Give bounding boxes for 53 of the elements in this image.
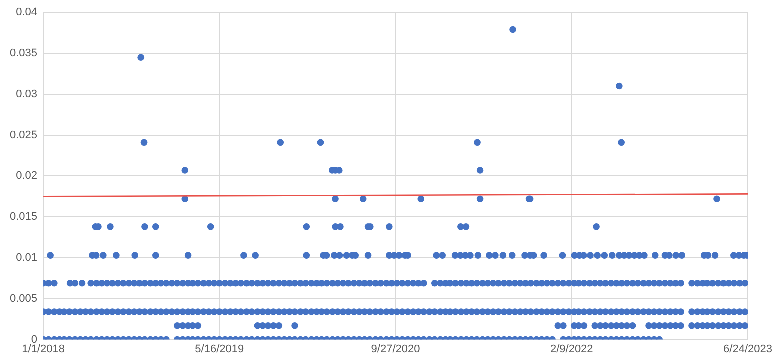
- point: [386, 224, 393, 230]
- point: [277, 139, 284, 146]
- point: [360, 196, 367, 203]
- point: [303, 224, 310, 230]
- point: [292, 322, 298, 330]
- point: [476, 167, 484, 174]
- y-tick-label: 0.01: [16, 252, 38, 264]
- point: [624, 322, 631, 330]
- point: [560, 322, 567, 330]
- y-tick-label: 0.015: [10, 211, 38, 224]
- point: [742, 322, 748, 330]
- point: [418, 196, 425, 203]
- point: [337, 224, 344, 230]
- point: [317, 139, 324, 146]
- point: [474, 139, 481, 146]
- point: [182, 167, 189, 174]
- y-tick-label: 0.03: [16, 88, 38, 100]
- point: [207, 224, 214, 230]
- point: [270, 322, 277, 330]
- point: [276, 322, 283, 330]
- point: [152, 224, 160, 230]
- point: [476, 196, 484, 203]
- point: [709, 322, 716, 330]
- point: [510, 26, 516, 34]
- point: [194, 322, 202, 330]
- y-tick-label: 0.04: [16, 6, 38, 19]
- point: [332, 196, 339, 203]
- point: [138, 54, 144, 61]
- point: [688, 322, 696, 330]
- x-tick-label: 9/27/2020: [371, 343, 420, 356]
- y-tick-label: 0: [31, 334, 38, 346]
- point: [730, 322, 738, 330]
- x-tick-label: 2/9/2022: [550, 343, 594, 356]
- point: [107, 224, 114, 230]
- point: [462, 224, 470, 230]
- y-tick-label: 0.035: [10, 48, 38, 60]
- point: [142, 224, 148, 230]
- x-tick-label: 5/16/2019: [195, 343, 244, 356]
- point: [629, 322, 636, 330]
- point: [616, 82, 623, 90]
- point: [656, 322, 663, 330]
- point: [593, 224, 600, 230]
- x-tick-label: 6/24/2023: [724, 343, 772, 356]
- y-tick-label: 0.005: [10, 292, 38, 305]
- point: [714, 196, 720, 203]
- point: [618, 139, 625, 146]
- point: [580, 322, 588, 330]
- point: [140, 139, 148, 146]
- y-tick-label: 0.02: [16, 170, 38, 182]
- y-tick-label: 0.025: [10, 129, 38, 142]
- x-tick-label: 1/1/2018: [22, 343, 65, 356]
- point: [678, 322, 684, 330]
- point: [336, 167, 343, 174]
